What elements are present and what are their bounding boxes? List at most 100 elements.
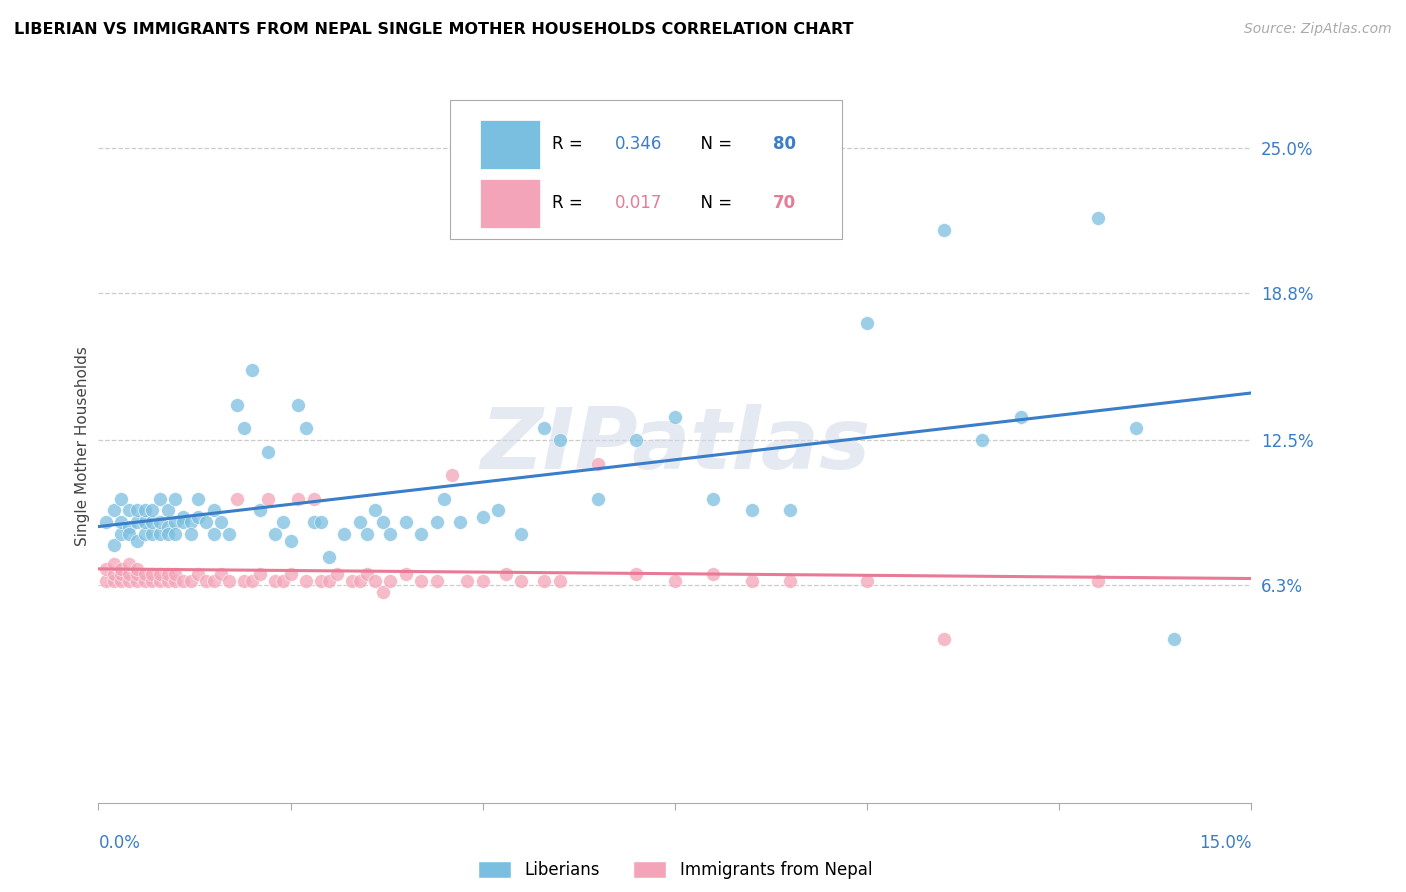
Point <box>218 526 240 541</box>
Point <box>287 398 309 412</box>
Point <box>271 515 294 529</box>
Text: 70: 70 <box>773 194 796 212</box>
Point <box>202 526 225 541</box>
Point <box>134 574 156 588</box>
Point <box>156 526 179 541</box>
Point <box>411 574 433 588</box>
Point <box>149 491 172 506</box>
Point <box>311 515 333 529</box>
Point <box>364 574 387 588</box>
Point <box>225 398 247 412</box>
Point <box>187 566 209 581</box>
Text: N =: N = <box>690 136 737 153</box>
Point <box>548 433 571 447</box>
Text: R =: R = <box>551 136 588 153</box>
Point <box>156 566 179 581</box>
Point <box>103 566 125 581</box>
Point <box>426 574 449 588</box>
Point <box>134 566 156 581</box>
Point <box>395 515 418 529</box>
Text: ZIPatlas: ZIPatlas <box>479 404 870 488</box>
Point <box>411 526 433 541</box>
Point <box>195 515 218 529</box>
Point <box>856 574 879 588</box>
Point <box>495 566 517 581</box>
Point <box>249 503 271 517</box>
Point <box>280 566 302 581</box>
Point <box>103 503 125 517</box>
Point <box>172 574 194 588</box>
Point <box>110 526 132 541</box>
Point <box>134 526 156 541</box>
Point <box>103 538 125 552</box>
Point <box>209 566 232 581</box>
Point <box>586 457 609 471</box>
Y-axis label: Single Mother Households: Single Mother Households <box>75 346 90 546</box>
Point <box>779 574 801 588</box>
Point <box>1087 211 1109 225</box>
Point <box>202 574 225 588</box>
Point <box>110 574 132 588</box>
Point <box>380 574 402 588</box>
Point <box>141 503 163 517</box>
Point <box>664 574 686 588</box>
Point <box>295 574 318 588</box>
Point <box>118 574 141 588</box>
FancyBboxPatch shape <box>450 100 842 239</box>
Point <box>702 491 724 506</box>
Point <box>256 445 278 459</box>
Point <box>702 566 724 581</box>
Point <box>626 566 648 581</box>
Point <box>311 574 333 588</box>
Point <box>94 574 117 588</box>
Point <box>295 421 318 435</box>
Point <box>149 574 172 588</box>
Text: Source: ZipAtlas.com: Source: ZipAtlas.com <box>1244 22 1392 37</box>
Point <box>626 433 648 447</box>
Point <box>180 574 202 588</box>
Point <box>1125 421 1147 435</box>
Point <box>110 515 132 529</box>
Point <box>125 562 148 576</box>
Point <box>118 519 141 533</box>
Point <box>356 526 378 541</box>
Point <box>240 363 263 377</box>
Point <box>141 526 163 541</box>
Point <box>856 316 879 330</box>
Point <box>510 574 533 588</box>
Point <box>110 491 132 506</box>
Point <box>233 574 256 588</box>
Point <box>264 526 287 541</box>
Point <box>664 409 686 424</box>
Point <box>195 574 218 588</box>
Point <box>165 574 187 588</box>
Point <box>94 562 117 576</box>
Text: 15.0%: 15.0% <box>1199 834 1251 852</box>
Point <box>187 510 209 524</box>
Point <box>156 503 179 517</box>
Point <box>433 491 456 506</box>
Point <box>149 526 172 541</box>
Point <box>225 491 247 506</box>
Point <box>118 526 141 541</box>
Point <box>932 222 955 236</box>
Point <box>180 526 202 541</box>
Point <box>118 566 141 581</box>
Point <box>440 468 463 483</box>
Point <box>264 574 287 588</box>
Point <box>134 515 156 529</box>
Point <box>741 503 763 517</box>
Point <box>149 515 172 529</box>
Point <box>333 526 356 541</box>
Point <box>118 557 141 571</box>
Point <box>395 566 418 581</box>
FancyBboxPatch shape <box>479 178 540 228</box>
Point <box>1087 574 1109 588</box>
Point <box>103 557 125 571</box>
Point <box>371 515 394 529</box>
Point <box>318 550 340 565</box>
Point <box>533 421 555 435</box>
Point <box>172 510 194 524</box>
Point <box>449 515 471 529</box>
Text: LIBERIAN VS IMMIGRANTS FROM NEPAL SINGLE MOTHER HOUSEHOLDS CORRELATION CHART: LIBERIAN VS IMMIGRANTS FROM NEPAL SINGLE… <box>14 22 853 37</box>
